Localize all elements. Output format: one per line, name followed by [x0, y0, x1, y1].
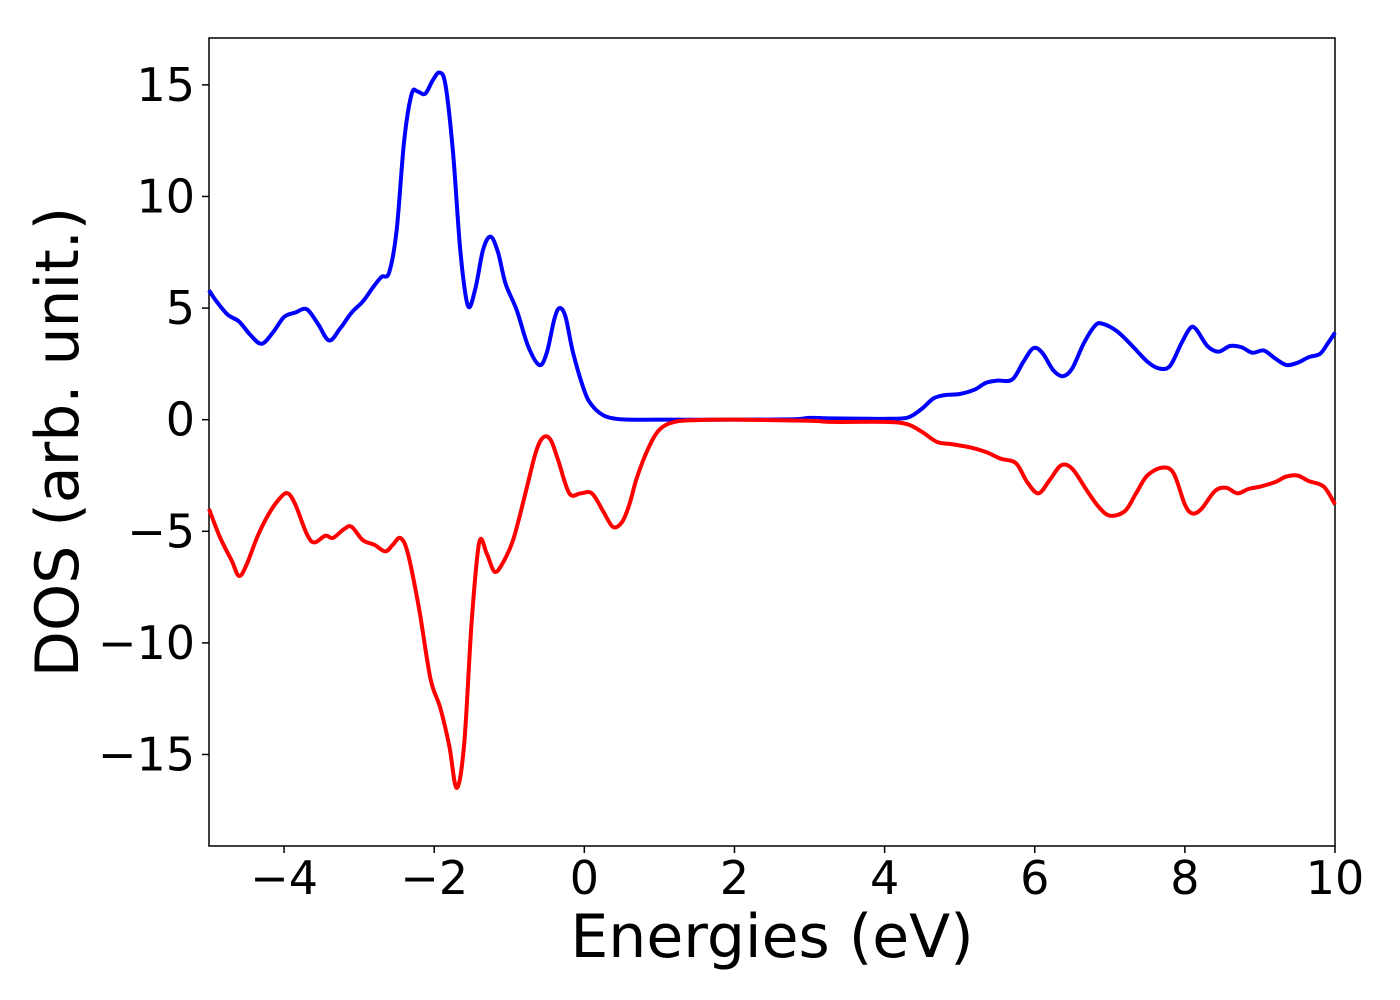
y-axis-ticks: 15 10 5 0 −5 −10 −15	[98, 58, 209, 781]
x-tick-label: 0	[570, 851, 599, 905]
x-tick-label: 2	[720, 851, 749, 905]
plot-area	[208, 37, 1336, 847]
y-tick-label: −10	[98, 616, 195, 670]
y-tick-label: 10	[136, 169, 195, 223]
x-tick-label: 4	[870, 851, 899, 905]
x-axis-ticks: −4 −2 0 2 4 6 8 10	[250, 846, 1364, 905]
x-tick-label: 10	[1306, 851, 1365, 905]
series-layer	[207, 70, 1337, 790]
x-axis-title: Energies (eV)	[570, 902, 973, 972]
series-line-1	[207, 417, 1337, 790]
x-tick-label: 8	[1170, 851, 1199, 905]
y-tick-label: 0	[166, 393, 195, 447]
y-tick-label: 15	[136, 58, 195, 112]
x-tick-label: 6	[1020, 851, 1049, 905]
x-tick-label: −2	[400, 851, 468, 905]
y-axis-title: DOS (arb. unit.)	[23, 207, 93, 677]
series-line-0	[207, 70, 1337, 422]
y-tick-label: 5	[166, 281, 195, 335]
y-tick-label: −15	[98, 727, 195, 781]
y-tick-label: −5	[127, 504, 195, 558]
x-tick-label: −4	[250, 851, 318, 905]
